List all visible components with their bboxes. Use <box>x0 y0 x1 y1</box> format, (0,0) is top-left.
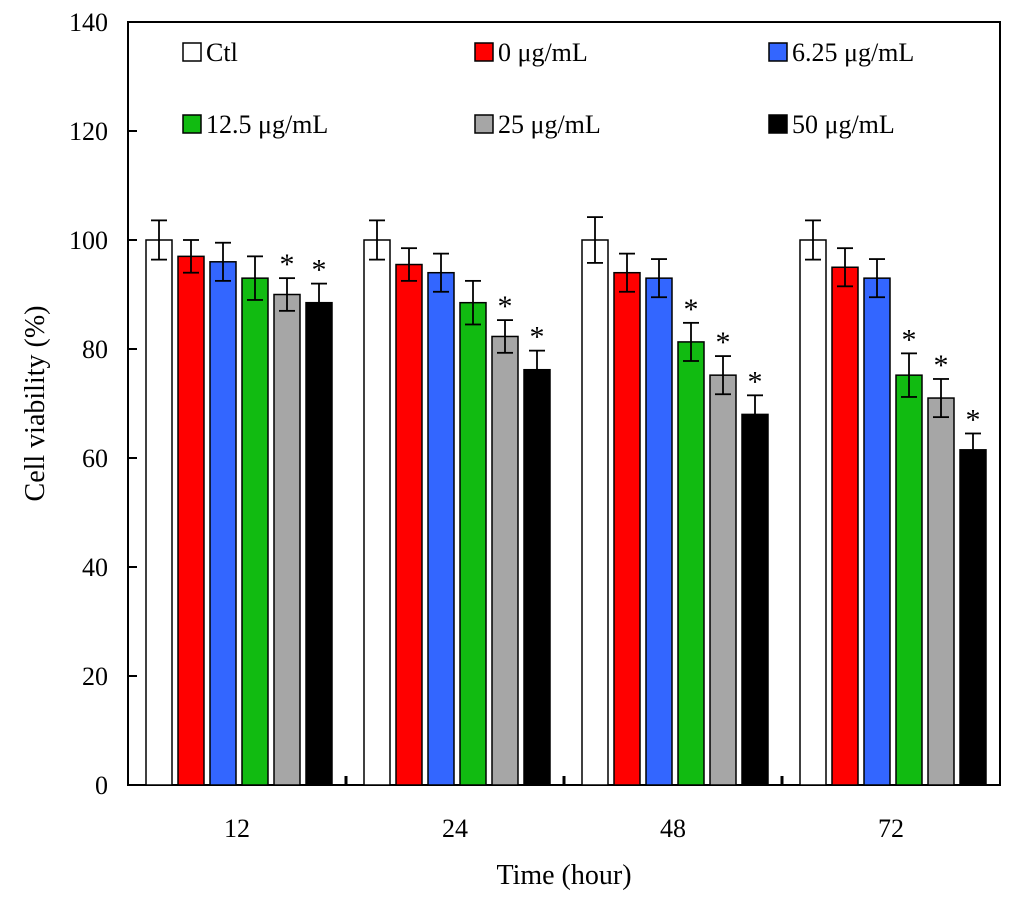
bar <box>959 449 987 786</box>
bar <box>305 301 333 786</box>
legend-swatch <box>182 42 202 62</box>
bar <box>363 239 391 786</box>
y-tick-label: 120 <box>69 117 108 146</box>
legend-swatch <box>474 114 494 134</box>
legend-swatch <box>768 42 788 62</box>
legend-label: 12.5 μg/mL <box>206 110 328 139</box>
significance-mark: * <box>312 254 327 287</box>
bar <box>273 293 301 786</box>
x-tick-label: 48 <box>660 814 686 843</box>
y-tick-label: 20 <box>82 662 108 691</box>
bar <box>831 266 859 786</box>
bar <box>459 301 487 786</box>
bar <box>523 368 551 786</box>
legend-label: 6.25 μg/mL <box>792 38 914 67</box>
y-tick-label: 80 <box>82 335 108 364</box>
y-tick-label: 40 <box>82 553 108 582</box>
bar <box>799 239 827 786</box>
legend-label: 50 μg/mL <box>792 110 895 139</box>
legend-label: 25 μg/mL <box>498 110 601 139</box>
significance-mark: * <box>966 403 981 436</box>
legend-swatch <box>182 114 202 134</box>
x-tick-label: 12 <box>224 814 250 843</box>
y-tick-label: 0 <box>95 771 108 800</box>
x-tick-label: 72 <box>878 814 904 843</box>
significance-mark: * <box>748 365 763 398</box>
legend-swatch <box>768 114 788 134</box>
bar <box>395 263 423 786</box>
legend-label: Ctl <box>206 38 238 67</box>
significance-mark: * <box>530 321 545 354</box>
significance-mark: * <box>934 349 949 382</box>
legend-label: 0 μg/mL <box>498 38 588 67</box>
x-tick-label: 24 <box>442 814 468 843</box>
y-axis-title: Cell viability (%) <box>20 306 51 502</box>
bar <box>709 374 737 786</box>
significance-mark: * <box>498 290 513 323</box>
bar <box>145 239 173 786</box>
bar <box>613 271 641 786</box>
bar <box>427 271 455 786</box>
y-tick-label: 60 <box>82 444 108 473</box>
x-axis-title: Time (hour) <box>496 860 631 891</box>
bar <box>209 261 237 786</box>
significance-mark: * <box>684 293 699 326</box>
bar <box>241 277 269 786</box>
bar <box>927 397 955 786</box>
y-tick-label: 140 <box>69 8 108 37</box>
bar <box>863 277 891 786</box>
bar <box>581 239 609 786</box>
bar <box>645 277 673 786</box>
bar <box>491 335 519 786</box>
bar <box>895 374 923 786</box>
bar <box>177 255 205 786</box>
y-tick-label: 100 <box>69 226 108 255</box>
significance-mark: * <box>280 248 295 281</box>
significance-mark: * <box>716 326 731 359</box>
bar <box>741 413 769 786</box>
bar <box>677 341 705 786</box>
legend-swatch <box>474 42 494 62</box>
significance-mark: * <box>902 323 917 356</box>
